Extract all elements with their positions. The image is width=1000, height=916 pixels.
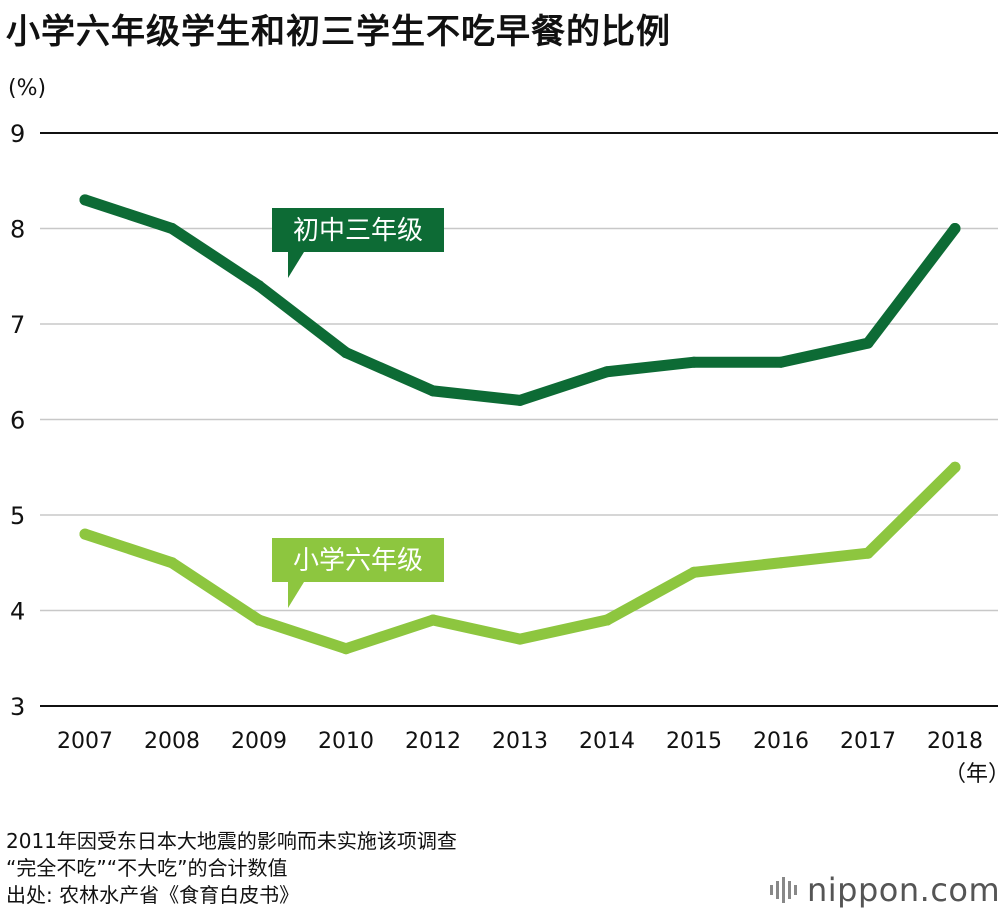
page-title: 小学六年级学生和初三学生不吃早餐的比例 <box>6 12 671 52</box>
x-tick-label: 2007 <box>57 729 113 754</box>
grid-lines <box>40 132 998 707</box>
data-point <box>253 280 265 292</box>
line-chart: 3 4 5 6 7 8 9 2007 2008 2009 2010 2012 2013 2014 2015… <box>10 120 998 754</box>
data-point <box>949 223 961 234</box>
series-label-text: 初中三年级 <box>293 216 423 246</box>
x-tick-label: 2018 <box>927 729 983 754</box>
data-point <box>253 614 265 626</box>
series-label-pointer <box>288 582 304 608</box>
series-label-box <box>272 208 444 252</box>
x-tick-label: 2010 <box>318 729 374 754</box>
series-lines <box>79 194 961 655</box>
y-tick-label: 9 <box>10 120 25 148</box>
x-tick-label: 2009 <box>231 729 287 754</box>
y-tick-label: 4 <box>10 598 25 626</box>
series-line <box>79 194 961 406</box>
x-tick-label: 2017 <box>840 729 896 754</box>
data-point <box>688 356 700 368</box>
y-tick-label: 8 <box>10 216 25 244</box>
x-tick-label: 2012 <box>405 729 461 754</box>
x-axis-unit: （年） <box>944 762 1000 787</box>
footnotes: 2011年因受东日本大地震的影响而未实施该项调查 “完全不吃”“不大吃”的合计数… <box>6 828 457 909</box>
brand-text: nippon.com <box>807 871 1000 909</box>
data-point <box>427 614 439 626</box>
y-tick-label: 6 <box>10 407 25 435</box>
x-tick-label: 2014 <box>579 729 635 754</box>
footnote: 出处: 农林水产省《食育白皮书》 <box>6 883 300 907</box>
data-point <box>166 223 178 234</box>
data-point <box>775 356 787 368</box>
data-point <box>514 394 526 406</box>
nippon-logo-icon <box>770 877 797 903</box>
data-point <box>79 528 91 540</box>
y-tick-label: 5 <box>10 502 25 530</box>
data-point <box>601 366 613 378</box>
series-line <box>79 461 961 655</box>
y-tick-label: 3 <box>10 693 25 721</box>
data-point <box>601 614 613 626</box>
data-point <box>340 643 352 655</box>
series-label-box <box>272 538 444 582</box>
x-tick-label: 2013 <box>492 729 548 754</box>
data-point <box>688 566 700 578</box>
series-label: 小学六年级 <box>272 538 444 608</box>
y-axis-unit: (%) <box>8 76 47 101</box>
data-point <box>862 547 874 559</box>
data-point <box>166 557 178 569</box>
footnote: 2011年因受东日本大地震的影响而未实施该项调查 <box>6 829 457 853</box>
x-tick-label: 2008 <box>144 729 200 754</box>
x-tick-labels: 2007 2008 2009 2010 2012 2013 2014 2015 2016 2017… <box>57 729 983 754</box>
data-point <box>340 347 352 359</box>
series-label-pointer <box>288 252 304 278</box>
series-label: 初中三年级 <box>272 208 444 278</box>
footnote: “完全不吃”“不大吃”的合计数值 <box>6 856 288 880</box>
x-tick-label: 2016 <box>753 729 809 754</box>
data-point <box>427 385 439 397</box>
brand: nippon.com <box>770 870 1000 910</box>
data-point <box>79 194 91 206</box>
y-tick-labels: 3 4 5 6 7 8 9 <box>10 120 25 721</box>
series-label-text: 小学六年级 <box>293 546 423 576</box>
x-tick-label: 2015 <box>666 729 722 754</box>
y-tick-label: 7 <box>10 311 25 339</box>
data-point <box>514 633 526 645</box>
data-point <box>862 337 874 349</box>
data-point <box>775 557 787 569</box>
data-point <box>949 461 961 473</box>
